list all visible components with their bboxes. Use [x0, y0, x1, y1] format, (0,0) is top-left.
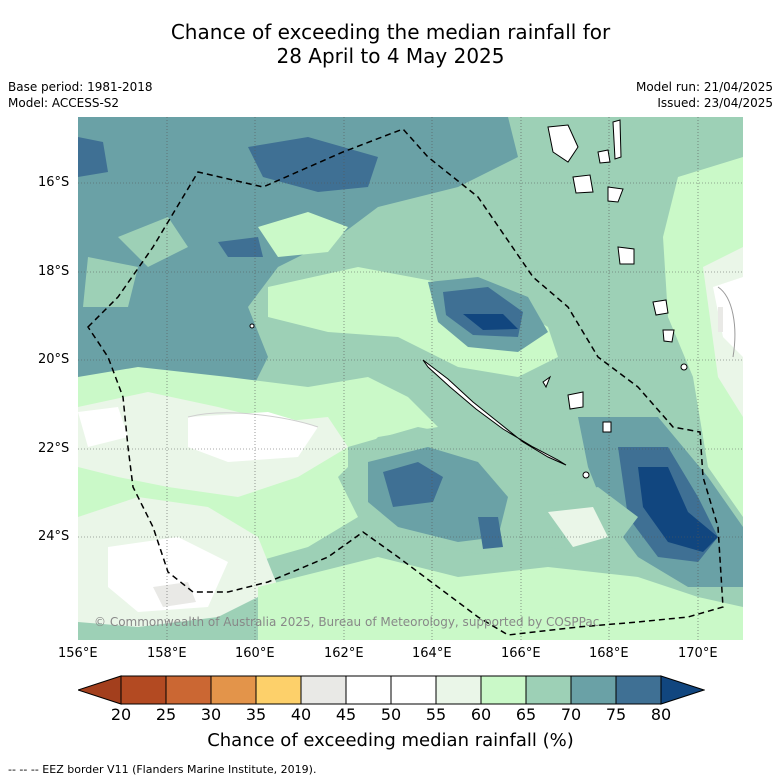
- vanuatu-island-espiritu-santo: [547, 124, 579, 163]
- contour-75-80-west: [78, 137, 108, 177]
- colorbar-extend-high: [660, 675, 705, 705]
- new-caledonia-coastline: [422, 359, 567, 466]
- colorbar-cells: [78, 675, 705, 705]
- contour-80-central: [463, 314, 518, 330]
- loyalty-island-a: [542, 375, 552, 389]
- contour-55-60-bottom: [548, 507, 608, 547]
- lat-label-18s: 18°S: [38, 264, 70, 279]
- contour-50-55-west: [78, 407, 128, 447]
- contour-65-70-patch-b: [118, 217, 188, 267]
- colorbar-cell: [165, 675, 212, 705]
- island-west-a: [249, 323, 255, 329]
- colorbar-extend-low: [78, 675, 122, 705]
- contour-45-50-south: [153, 582, 196, 607]
- colorbar-tick-label: 55: [425, 705, 447, 724]
- eez-footnote: -- -- -- EEZ border V11 (Flanders Marine…: [8, 763, 317, 776]
- vanuatu-island-c: [572, 174, 594, 194]
- map-canvas: © Commonwealth of Australia 2025, Bureau…: [78, 117, 743, 640]
- eez-border: [87, 128, 724, 636]
- lon-label-160e: 160°E: [235, 646, 275, 661]
- colorbar-cell: [480, 675, 527, 705]
- lat-label-22s: 22°S: [38, 441, 70, 456]
- contour-75-80-southcentral-a: [383, 462, 443, 507]
- contour-75-80-small: [218, 237, 263, 257]
- colorbar-cell: [570, 675, 617, 705]
- colorbar-cell: [120, 675, 167, 705]
- base-period-text: Base period: 1981-2018: [8, 80, 153, 94]
- vanuatu-island-tanna: [617, 246, 635, 265]
- lon-label-162e: 162°E: [324, 646, 364, 661]
- lat-label-16s: 16°S: [38, 175, 70, 190]
- issued-text: Issued: 23/04/2025: [657, 96, 773, 110]
- grey-spot-east: [718, 307, 723, 332]
- map-title-line1: Chance of exceeding the median rainfall …: [170, 20, 611, 44]
- colorbar-cell: [210, 675, 257, 705]
- contour-65-70-patch-c: [83, 257, 138, 307]
- colorbar-tick-label: 45: [335, 705, 357, 724]
- colorbar-cell: [300, 675, 347, 705]
- colorbar-cell: [255, 675, 302, 705]
- map-graticule: [78, 117, 743, 640]
- contour-50-55-east: [713, 277, 743, 357]
- map-title-line2: 28 April to 4 May 2025: [276, 44, 505, 68]
- rainfall-probability-map: © Commonwealth of Australia 2025, Bureau…: [78, 117, 743, 640]
- lon-label-170e: 170°E: [678, 646, 718, 661]
- colorbar-tick-label: 40: [290, 705, 312, 724]
- lon-label-158e: 158°E: [147, 646, 187, 661]
- colorbar-tick-label: 50: [380, 705, 402, 724]
- contour-80-southeast: [638, 467, 718, 552]
- map-copyright: © Commonwealth of Australia 2025, Bureau…: [94, 615, 599, 629]
- colorbar-tick-label: 25: [155, 705, 177, 724]
- colorbar-cell: [525, 675, 572, 705]
- colorbar-tick-label: 20: [110, 705, 132, 724]
- colorbar-tick-label: 80: [650, 705, 672, 724]
- contour-line-southwest: [187, 412, 319, 428]
- contour-75-80-southcentral-b: [478, 517, 503, 549]
- island-east-b: [662, 329, 675, 343]
- loyalty-island-b: [567, 391, 584, 410]
- colorbar-tick-label: 30: [200, 705, 222, 724]
- colorbar-tick-label: 35: [245, 705, 267, 724]
- colorbar: [78, 675, 705, 705]
- colorbar-cell: [615, 675, 662, 705]
- lon-label-168e: 168°E: [589, 646, 629, 661]
- model-text: Model: ACCESS-S2: [8, 96, 120, 110]
- contour-50-55-south: [108, 537, 228, 612]
- island-east-a: [652, 299, 669, 316]
- vanuatu-island-b: [612, 119, 622, 160]
- model-run-text: Model run: 21/04/2025: [635, 80, 773, 94]
- colorbar-tick-label: 70: [560, 705, 582, 724]
- vanuatu-island-a: [597, 149, 611, 164]
- contour-70-75-northwest: [78, 117, 518, 417]
- colorbar-tick-label: 65: [515, 705, 537, 724]
- colorbar-tick-label: 75: [605, 705, 627, 724]
- vanuatu-island-efate: [607, 186, 624, 203]
- lon-label-156e: 156°E: [58, 646, 98, 661]
- contour-50-55-southwest: [188, 412, 318, 462]
- island-south-a: [582, 471, 590, 479]
- colorbar-cell: [345, 675, 392, 705]
- lon-label-166e: 166°E: [501, 646, 541, 661]
- colorbar-title: Chance of exceeding median rainfall (%): [207, 730, 574, 751]
- contour-line-east: [717, 286, 736, 358]
- lon-label-164e: 164°E: [412, 646, 452, 661]
- lat-label-24s: 24°S: [38, 529, 70, 544]
- loyalty-island-c: [602, 421, 612, 433]
- contour-60-65-east: [663, 157, 743, 517]
- lat-label-20s: 20°S: [38, 352, 70, 367]
- colorbar-cell: [435, 675, 482, 705]
- colorbar-cell: [390, 675, 437, 705]
- contour-60-65-bottom: [258, 557, 743, 640]
- contour-60-65-patch-a: [258, 212, 348, 257]
- colorbar-tick-label: 60: [470, 705, 492, 724]
- island-east-c: [680, 363, 688, 371]
